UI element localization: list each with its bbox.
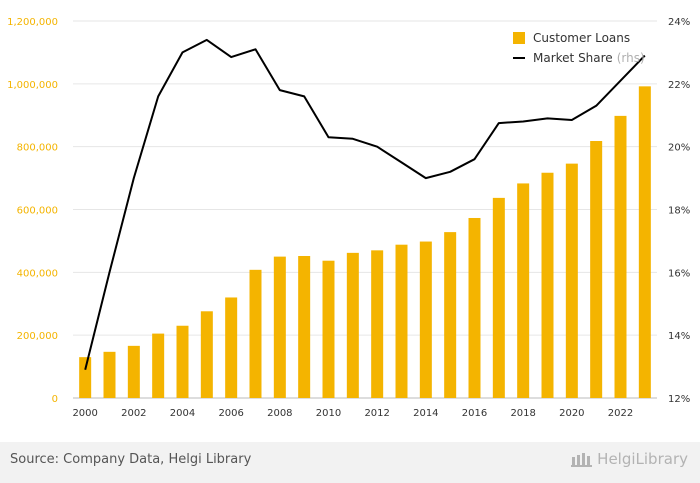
bar	[273, 256, 286, 398]
legend: Customer Loans Market Share (rhs)	[513, 28, 645, 68]
y-left-tick-label: 600,000	[17, 206, 58, 217]
library-building-icon	[571, 453, 593, 467]
bar	[371, 250, 384, 398]
source-note: Source: Company Data, Helgi Library	[10, 452, 252, 467]
x-tick-label: 2000	[72, 408, 97, 419]
bar	[541, 172, 554, 398]
bar	[468, 217, 481, 398]
y-left-tick-label: 1,200,000	[7, 17, 58, 28]
legend-line-label: Market Share	[533, 51, 613, 65]
legend-line-suffix: (rhs)	[616, 51, 645, 65]
y-left-tick-label: 1,000,000	[7, 80, 58, 91]
bar	[127, 345, 140, 398]
bar	[444, 232, 457, 398]
x-tick-label: 2018	[510, 408, 535, 419]
y-right-tick-label: 20%	[668, 143, 690, 154]
bar	[322, 260, 335, 398]
bar	[517, 183, 530, 398]
bar	[152, 333, 165, 398]
y-left-tick-label: 0	[52, 394, 58, 405]
brand-name: HelgiLibrary	[597, 450, 688, 468]
bar	[176, 325, 189, 398]
legend-item-customer-loans[interactable]: Customer Loans	[513, 28, 645, 48]
bar	[565, 163, 578, 398]
x-tick-label: 2014	[413, 408, 438, 419]
y-right-tick-label: 16%	[668, 268, 690, 279]
y-right-tick-label: 14%	[668, 331, 690, 342]
bar	[638, 86, 651, 398]
y-right-tick-label: 18%	[668, 206, 690, 217]
bar	[225, 297, 238, 398]
bar	[298, 255, 311, 398]
x-tick-label: 2012	[364, 408, 389, 419]
footer: Source: Company Data, Helgi Library Helg…	[0, 442, 700, 483]
bar	[492, 197, 505, 398]
bar	[249, 269, 262, 398]
x-tick-label: 2016	[462, 408, 487, 419]
brand-logo[interactable]: HelgiLibrary	[571, 450, 688, 468]
bar	[395, 244, 408, 398]
bar	[200, 311, 213, 398]
chart: 0 200,000 400,000 600,000 800,000 1,000,000 1,…	[7, 17, 690, 419]
legend-bar-label: Customer Loans	[533, 31, 631, 45]
y-left-tick-label: 400,000	[17, 268, 58, 279]
bar	[590, 141, 603, 399]
bar	[419, 241, 432, 398]
legend-line-swatch	[513, 57, 525, 59]
bar	[79, 357, 92, 398]
bar	[614, 115, 627, 399]
x-tick-label: 2002	[121, 408, 146, 419]
x-tick-label: 2008	[267, 408, 292, 419]
x-tick-label: 2010	[316, 408, 341, 419]
bar	[103, 351, 116, 398]
y-right-tick-label: 12%	[668, 394, 690, 405]
x-tick-label: 2006	[218, 408, 243, 419]
legend-item-market-share[interactable]: Market Share (rhs)	[513, 48, 645, 68]
y-right-tick-label: 22%	[668, 80, 690, 91]
y-left-tick-label: 800,000	[17, 143, 58, 154]
y-left-tick-label: 200,000	[17, 331, 58, 342]
market-share-line	[84, 38, 646, 370]
x-tick-label: 2022	[608, 408, 633, 419]
x-tick-label: 2004	[170, 408, 195, 419]
x-tick-label: 2020	[559, 408, 584, 419]
legend-bar-swatch	[513, 32, 525, 44]
bar	[346, 252, 359, 398]
y-right-tick-label: 24%	[668, 17, 690, 28]
